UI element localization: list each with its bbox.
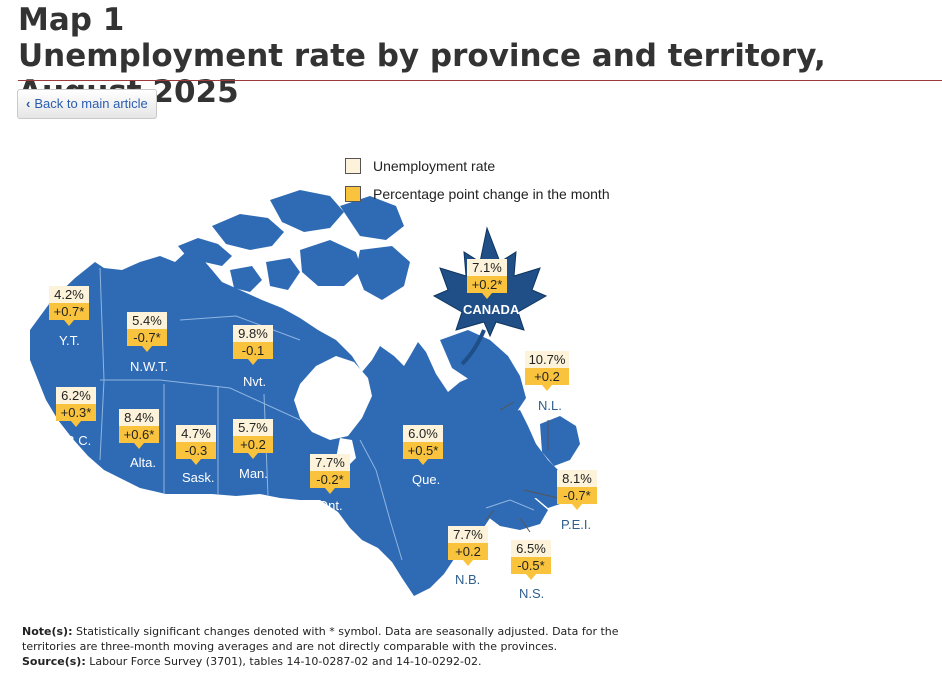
maple-leaf-stem: [460, 329, 486, 366]
canada-label: CANADA: [463, 302, 520, 317]
callout-change: +0.5*: [403, 442, 443, 465]
callout-yukon: 4.2% +0.7*: [49, 286, 89, 326]
callout-change: -0.5*: [511, 557, 551, 580]
leader-lines: [485, 401, 559, 533]
callout-change: -0.3: [176, 442, 216, 465]
legend-label-change: Percentage point change in the month: [373, 186, 610, 202]
hudson-bay: [294, 356, 372, 440]
callout-change: +0.6*: [119, 426, 159, 449]
note-label: Note(s):: [22, 625, 73, 638]
region-label-quebec: Que.: [412, 472, 441, 487]
region-label-yukon: Y.T.: [59, 333, 80, 348]
callout-change: -0.7*: [557, 487, 597, 510]
region-label-saskatchewan: Sask.: [182, 470, 215, 485]
arctic-island-4: [300, 240, 362, 286]
callout-change: +0.2: [233, 436, 273, 459]
chevron-left-icon: ‹: [26, 96, 31, 111]
note-text: Statistically significant changes denote…: [22, 625, 619, 653]
callout-rate: 4.2%: [49, 286, 89, 303]
region-label-ontario: Ont.: [318, 498, 343, 513]
callout-change: +0.7*: [49, 303, 89, 326]
callout-new-brunswick: 7.7% +0.2: [448, 526, 488, 566]
callout-ontario: 7.7% -0.2*: [310, 454, 350, 494]
source-label: Source(s):: [22, 655, 86, 668]
source-line: Source(s): Labour Force Survey (3701), t…: [22, 654, 622, 669]
callout-quebec: 6.0% +0.5*: [403, 425, 443, 465]
callout-rate: 7.1%: [467, 259, 507, 276]
callout-change: +0.3*: [56, 404, 96, 427]
callout-manitoba: 5.7% +0.2: [233, 419, 273, 459]
callout-canada: 7.1% +0.2*: [467, 259, 507, 299]
legend-item-change: Percentage point change in the month: [345, 180, 610, 208]
arctic-island-1: [178, 238, 232, 266]
title-line-1: Map 1: [18, 2, 125, 38]
callout-change: +0.2: [448, 543, 488, 566]
callout-rate: 5.7%: [233, 419, 273, 436]
callout-change: -0.1: [233, 342, 273, 365]
callout-rate: 5.4%: [127, 312, 167, 329]
callout-change: -0.7*: [127, 329, 167, 352]
legend-swatch-change: [345, 186, 361, 202]
callout-nunavut: 9.8% -0.1: [233, 325, 273, 365]
callout-nova-scotia: 6.5% -0.5*: [511, 540, 551, 580]
callout-rate: 7.7%: [448, 526, 488, 543]
region-label-prince-edward-island: P.E.I.: [561, 517, 592, 532]
arctic-island-3: [270, 190, 344, 232]
region-label-northwest-territories: N.W.T.: [130, 359, 169, 374]
back-to-main-article-button[interactable]: ‹ Back to main article: [17, 89, 157, 119]
newfoundland-shape: [540, 416, 580, 466]
region-label-nunavut: Nvt.: [243, 374, 267, 389]
callout-rate: 6.2%: [56, 387, 96, 404]
region-label-manitoba: Man.: [239, 466, 268, 481]
legend-swatch-rate: [345, 158, 361, 174]
region-label-british-columbia: B.C.: [66, 433, 92, 448]
callout-change: +0.2: [525, 368, 569, 391]
callout-rate: 10.7%: [525, 351, 569, 368]
callout-rate: 8.4%: [119, 409, 159, 426]
region-label-nova-scotia: N.S.: [519, 586, 545, 601]
title-line-2: Unemployment rate by province and territ…: [18, 38, 826, 110]
source-text: Labour Force Survey (3701), tables 14-10…: [89, 655, 482, 668]
callout-newfoundland-labrador: 10.7% +0.2: [525, 351, 569, 391]
region-label-alberta: Alta.: [130, 455, 157, 470]
callout-rate: 4.7%: [176, 425, 216, 442]
callout-british-columbia: 6.2% +0.3*: [56, 387, 96, 427]
pei-shape: [520, 482, 548, 496]
callout-rate: 6.5%: [511, 540, 551, 557]
legend: Unemployment rate Percentage point chang…: [345, 152, 610, 208]
callout-rate: 8.1%: [557, 470, 597, 487]
callout-northwest-territories: 5.4% -0.7*: [127, 312, 167, 352]
region-label-newfoundland-labrador: N.L.: [538, 398, 562, 413]
callout-rate: 7.7%: [310, 454, 350, 471]
region-label-new-brunswick: N.B.: [455, 572, 481, 587]
arctic-island-6: [356, 246, 410, 300]
page-title: Map 1 Unemployment rate by province and …: [18, 2, 942, 110]
callout-alberta: 8.4% +0.6*: [119, 409, 159, 449]
callout-rate: 9.8%: [233, 325, 273, 342]
maritimes-shape: [478, 484, 548, 530]
back-button-label: Back to main article: [34, 96, 148, 111]
arctic-island-7: [266, 258, 300, 290]
legend-label-rate: Unemployment rate: [373, 158, 496, 174]
arctic-island-2: [212, 214, 284, 250]
arctic-island-8: [230, 266, 262, 292]
callout-prince-edward-island: 8.1% -0.7*: [557, 470, 597, 510]
labrador-shape: [440, 330, 526, 416]
callout-change: +0.2*: [467, 276, 507, 299]
callout-saskatchewan: 4.7% -0.3: [176, 425, 216, 465]
legend-item-rate: Unemployment rate: [345, 152, 610, 180]
callout-change: -0.2*: [310, 471, 350, 494]
callout-rate: 6.0%: [403, 425, 443, 442]
notes: Note(s): Statistically significant chang…: [22, 624, 622, 669]
note-line: Note(s): Statistically significant chang…: [22, 624, 622, 654]
title-divider: [18, 80, 942, 81]
arctic-island-5: [340, 196, 404, 240]
